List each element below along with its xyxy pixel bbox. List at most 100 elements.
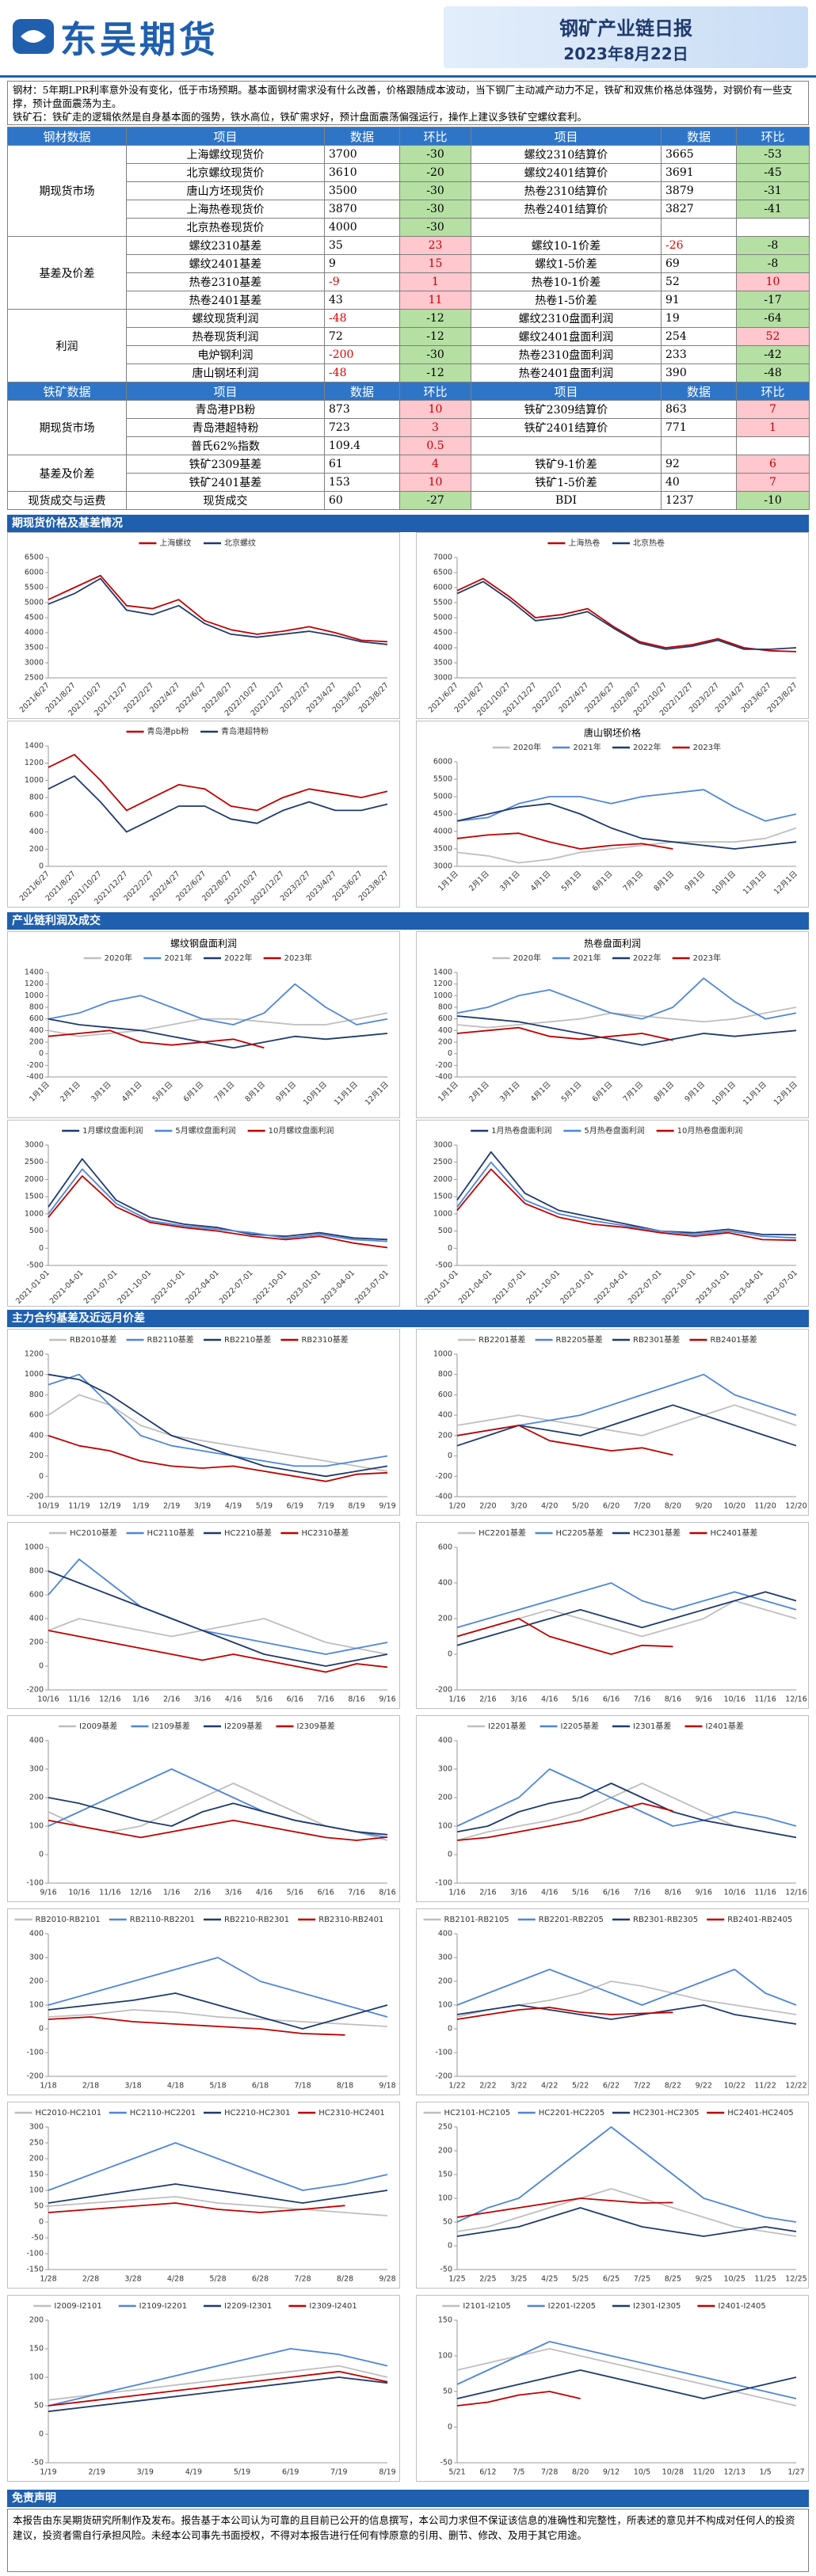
chart-panel: RB2101-RB2105 RB2201-RB2205 RB2301-RB2305 R… xyxy=(416,1908,809,2095)
y-tick-label: -50 xyxy=(31,2459,44,2468)
legend-label: I2109-I2201 xyxy=(139,2302,187,2311)
value-cell: 3870 xyxy=(324,200,400,219)
change-cell: 15 xyxy=(399,254,471,273)
change-cell: -10 xyxy=(736,491,810,510)
y-tick-label: 4000 xyxy=(433,644,452,653)
change-cell: 10 xyxy=(736,272,810,291)
y-tick-label: -100 xyxy=(26,1879,44,1888)
value-cell: -200 xyxy=(324,345,400,364)
x-tick-label: 8/28 xyxy=(337,2275,353,2284)
legend-label: I2209基差 xyxy=(224,1721,262,1731)
legend-label: I2109基差 xyxy=(152,1721,190,1731)
x-tick-label: 8/16 xyxy=(379,1889,395,1897)
series-line xyxy=(456,2126,797,2223)
chart-panel: 1月螺纹盘面利润 5月螺纹盘面利润 10月螺纹盘面利润 -500 0 500 1000 150… xyxy=(7,1120,400,1307)
series-line xyxy=(48,2376,388,2413)
x-tick-label: 7/18 xyxy=(294,2082,311,2091)
y-tick-label: -200 xyxy=(435,1472,452,1481)
y-tick-label: 0 xyxy=(39,1049,44,1058)
x-tick-label: 3/28 xyxy=(124,2275,141,2284)
x-tick-label: 9/25 xyxy=(696,2275,712,2284)
series-line xyxy=(456,1582,797,1629)
series-line xyxy=(456,580,797,650)
item-cell: 热卷2310基差 xyxy=(126,272,325,291)
series-line xyxy=(456,1425,673,1456)
series-line xyxy=(456,789,797,822)
change-cell: 11 xyxy=(399,291,471,310)
change-cell: -30 xyxy=(399,345,471,364)
legend-label: 2021年 xyxy=(573,953,601,963)
x-tick-label: 1/19 xyxy=(40,2468,56,2477)
series-line xyxy=(48,1158,388,1241)
data-row: 热卷2310基差 -9 1 热卷10-1价差 52 10 xyxy=(8,272,810,291)
y-tick-label: 5500 xyxy=(25,584,44,592)
y-tick-label: 400 xyxy=(29,1026,44,1035)
series-line xyxy=(456,977,797,1020)
value-cell: -9 xyxy=(324,272,400,291)
change-cell: -41 xyxy=(736,200,810,219)
legend-label: HC2205基差 xyxy=(556,1528,604,1538)
value-cell: 61 xyxy=(324,455,400,474)
section-header: 产业链利润及成交 xyxy=(7,912,809,930)
y-tick-label: 6000 xyxy=(25,569,44,577)
summary-iron: 铁矿石：铁矿走的逻辑依然是自身基本面的强势，铁水高位，铁矿需求好，预计盘面震荡偏… xyxy=(13,111,588,123)
value-cell: 723 xyxy=(324,418,400,437)
x-tick-label: 4/16 xyxy=(541,1889,558,1897)
y-tick-label: 3000 xyxy=(433,862,452,871)
change-cell: 1 xyxy=(399,272,471,291)
change-cell: 10 xyxy=(399,400,471,419)
y-tick-label: 1200 xyxy=(25,759,44,767)
item-cell: 上海螺纹现货价 xyxy=(126,145,325,164)
y-tick-label: 0 xyxy=(448,2025,452,2034)
item-cell: 唐山方坯现货价 xyxy=(126,181,325,200)
item-cell: 螺纹10-1价差 xyxy=(471,236,662,255)
data-row: 上海热卷现货价 3870 -30 热卷2401结算价 3827 -41 xyxy=(8,200,810,219)
y-tick-label: 400 xyxy=(29,1615,44,1623)
x-tick-label: 8/19 xyxy=(379,2468,395,2477)
table-body: 钢材数据 项目 数据 环比 项目 数据 环比 期现货市场 上海螺纹现货价 3700 -30 螺纹231… xyxy=(7,127,810,510)
change-cell: 3 xyxy=(399,418,471,437)
x-tick-label: 12/22 xyxy=(785,2082,806,2091)
legend-label: 5月热卷盘面利润 xyxy=(584,1125,644,1136)
y-tick-label: 300 xyxy=(438,1765,452,1774)
x-tick-label: 8/18 xyxy=(337,2082,353,2091)
series-line xyxy=(48,775,388,833)
x-tick-label: 11/25 xyxy=(754,2275,776,2284)
item-cell: 热卷1-5价差 xyxy=(471,291,662,310)
x-tick-label: 12/13 xyxy=(723,2468,745,2477)
value-cell: -48 xyxy=(324,309,400,328)
panel-border xyxy=(416,1522,809,1709)
panel-border xyxy=(416,1908,809,2095)
series-line xyxy=(456,1161,797,1239)
y-tick-label: 1400 xyxy=(25,742,44,751)
change-cell: -8 xyxy=(736,254,810,273)
y-tick-label: 100 xyxy=(29,2373,44,2382)
y-tick-label: -50 xyxy=(31,2234,44,2243)
change-cell: -64 xyxy=(736,309,810,328)
y-tick-label: 300 xyxy=(29,2123,44,2132)
change-cell: 6 xyxy=(736,455,810,474)
x-tick-label: 4/28 xyxy=(167,2275,184,2284)
y-tick-label: -100 xyxy=(435,1879,452,1888)
item-cell: 铁矿2309结算价 xyxy=(471,400,662,419)
panel-border xyxy=(7,1522,400,1709)
value-cell: 72 xyxy=(324,327,400,346)
value-cell: 52 xyxy=(661,272,737,291)
column-header: 项目 xyxy=(471,382,662,401)
data-row: 基差及价差 螺纹2310基差 35 23 螺纹10-1价差 -26 -8 xyxy=(7,236,810,310)
series-line xyxy=(48,1029,265,1049)
empty-cell xyxy=(471,436,662,455)
group-label: 利润 xyxy=(7,309,127,382)
y-tick-label: 400 xyxy=(29,1431,44,1440)
item-cell: 普氏62%指数 xyxy=(126,436,325,455)
x-tick-label: 3/19 xyxy=(194,1502,211,1511)
legend-label: 5月螺纹盘面利润 xyxy=(175,1125,235,1136)
legend-label: 青岛港超特粉 xyxy=(221,726,269,736)
x-tick-label: 5/18 xyxy=(209,2082,226,2091)
item-cell: 螺纹1-5价差 xyxy=(471,254,662,273)
x-tick-label: 7/22 xyxy=(634,2082,650,2091)
legend-label: HC2301基差 xyxy=(633,1528,681,1538)
value-cell: 873 xyxy=(324,400,400,419)
x-tick-label: 12/16 xyxy=(130,1889,151,1897)
data-row: 唐山方坯现货价 3500 -30 热卷2310结算价 3879 -31 xyxy=(8,181,810,200)
